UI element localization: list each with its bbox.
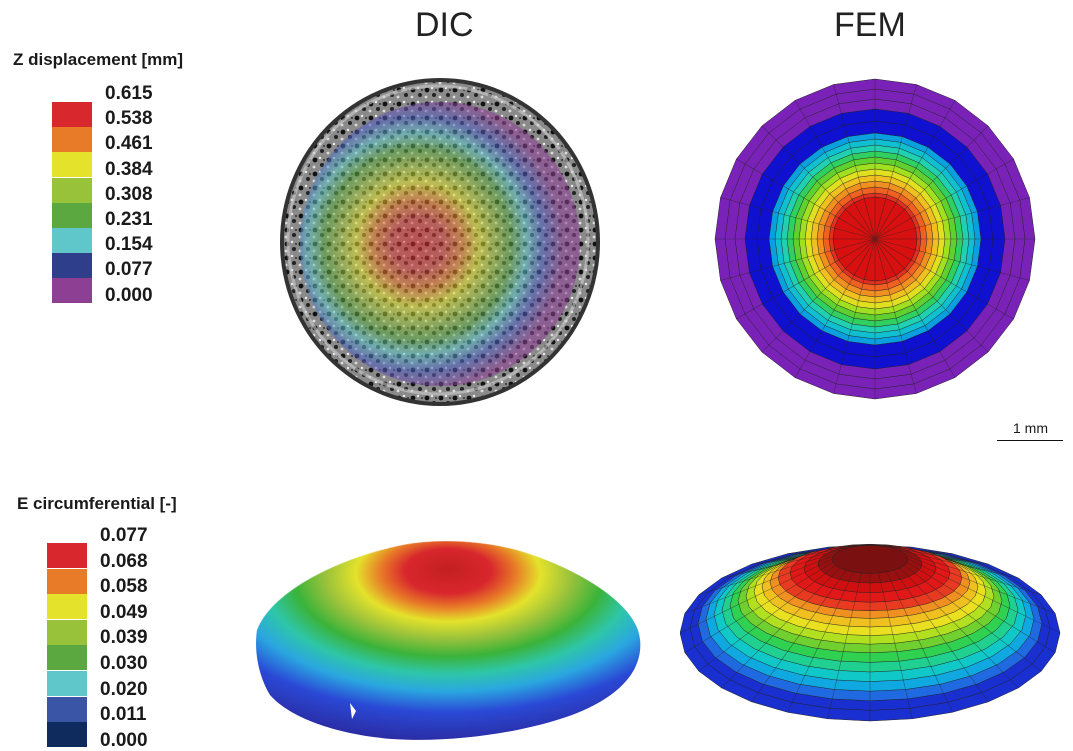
mesh-spoke — [904, 564, 1042, 672]
legend-swatch — [52, 278, 92, 304]
legend-swatch — [52, 228, 92, 253]
legend-swatch — [47, 594, 87, 620]
legend-tick-label: 0.384 — [105, 158, 153, 180]
legend-title: Z displacement [mm] — [13, 50, 184, 69]
legend-tick-label: 0.020 — [100, 678, 148, 700]
mesh-spoke — [721, 550, 841, 579]
legend-tick-label: 0.154 — [105, 234, 153, 256]
legend-tick-label: 0.030 — [100, 653, 148, 674]
legend-tick-label: 0.308 — [105, 183, 153, 205]
legend-tick-label: 0.000 — [100, 729, 148, 751]
mesh-spoke — [886, 546, 953, 554]
legend-swatch — [47, 645, 87, 671]
legend-tick-label: 0.077 — [105, 259, 153, 281]
legend-swatch — [52, 152, 92, 178]
column-title-dic: DIC — [415, 6, 474, 44]
mesh-spoke — [874, 100, 956, 240]
legend-swatch — [52, 127, 92, 153]
mesh-spoke — [684, 561, 834, 653]
mesh-spoke — [736, 158, 876, 240]
mesh-spoke — [698, 564, 836, 672]
legend-swatch — [47, 619, 87, 645]
legend-tick-label: 0.461 — [105, 133, 153, 155]
mesh-spoke — [794, 100, 876, 240]
legend-tick-label: 0.538 — [105, 108, 153, 130]
mesh-spoke — [878, 545, 913, 548]
mesh-ring — [831, 545, 909, 574]
mesh-spoke — [751, 547, 847, 565]
mesh-spoke — [874, 238, 989, 353]
mesh-spoke — [893, 569, 989, 702]
mesh-spoke — [721, 567, 841, 689]
fem-e-circumferential-map — [680, 543, 1061, 722]
mesh-spoke — [787, 571, 854, 713]
mesh-spoke — [827, 545, 862, 548]
mesh-spoke — [794, 238, 876, 378]
mesh-spoke — [904, 552, 1042, 596]
mesh-spoke — [878, 572, 913, 719]
mesh-spoke — [874, 238, 917, 394]
legend-tick-label: 0.039 — [100, 627, 148, 649]
legend-swatch — [47, 568, 87, 594]
legend-title: E circumferential [-] — [17, 494, 177, 513]
mesh-spoke — [874, 158, 1014, 240]
mesh-spoke — [874, 238, 1014, 320]
mesh-spoke — [874, 197, 1030, 240]
mesh-spoke — [720, 197, 876, 240]
mesh-spoke — [680, 558, 833, 634]
column-title-fem: FEM — [834, 6, 906, 44]
fem-z-displacement-map — [714, 78, 1036, 400]
mesh-spoke — [736, 238, 876, 320]
mesh-spoke — [886, 571, 953, 713]
mesh-spoke — [833, 238, 876, 394]
mesh-spoke — [720, 238, 876, 281]
legend-swatch — [52, 177, 92, 203]
mesh-spoke — [893, 547, 989, 565]
dic-e-circumferential-map — [256, 540, 641, 740]
legend-tick-label: 0.058 — [100, 576, 148, 598]
mesh-spoke — [899, 550, 1019, 579]
mesh-spoke — [751, 569, 847, 702]
legend-swatch — [52, 102, 92, 127]
legend-swatch — [52, 202, 92, 228]
mesh-spoke — [874, 238, 956, 378]
legend-tick-label: 0.615 — [105, 83, 153, 104]
legend-swatch — [47, 722, 87, 748]
mesh-spoke — [906, 561, 1056, 653]
legend-tick-label: 0.000 — [105, 284, 153, 306]
legend-tick-label: 0.077 — [100, 525, 148, 546]
mesh-spoke — [761, 125, 876, 240]
legend-swatch — [47, 696, 87, 722]
mesh-spoke — [907, 558, 1061, 634]
scale-bar: 1 mm — [995, 420, 1065, 444]
legend-tick-label: 0.231 — [105, 209, 153, 230]
legend-tick-label: 0.068 — [100, 550, 148, 572]
legend-tick-label: 0.049 — [100, 601, 148, 623]
scale-bar-label: 1 mm — [1013, 420, 1048, 436]
mesh-spoke — [787, 546, 854, 554]
legend-swatch — [52, 253, 92, 279]
legend-swatch — [47, 543, 87, 568]
mesh-spoke — [874, 84, 917, 240]
mesh-spoke — [874, 125, 989, 240]
mesh-spoke — [906, 555, 1056, 614]
mesh-spoke — [833, 84, 876, 240]
mesh-spoke — [874, 238, 1030, 281]
legend-swatch — [47, 671, 87, 696]
mesh-spoke — [761, 238, 876, 353]
dic-z-displacement-map — [280, 78, 600, 406]
legend-tick-label: 0.011 — [100, 704, 147, 726]
mesh-spoke — [899, 567, 1019, 689]
mesh-spoke — [827, 572, 862, 719]
scale-bar-line — [997, 440, 1063, 441]
mesh-spoke — [684, 555, 834, 614]
mesh-spoke — [698, 552, 836, 596]
